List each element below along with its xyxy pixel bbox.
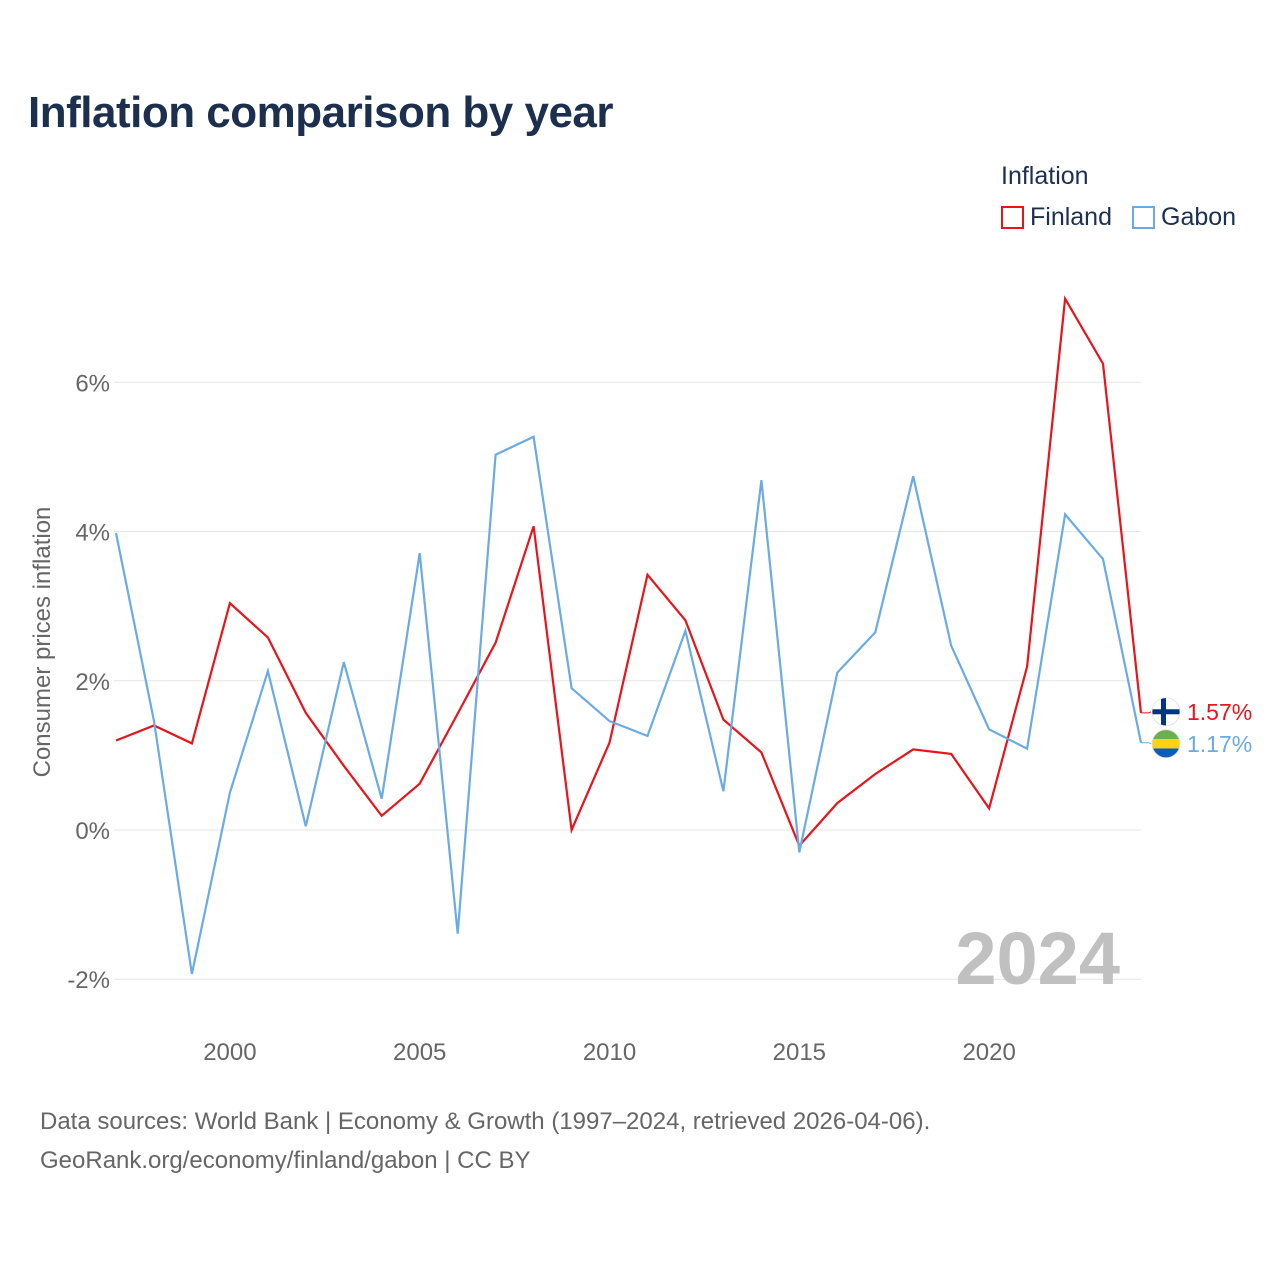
legend-label-finland: Finland <box>1030 203 1112 231</box>
y-tick-label: 2% <box>75 669 110 696</box>
y-tick-label: 6% <box>75 370 110 397</box>
series-line-gabon <box>114 435 1143 975</box>
series-line-finland <box>115 295 1143 848</box>
y-axis: -2% 0% 2% 4% 6% <box>67 370 110 994</box>
end-leader-gabon <box>1141 742 1152 745</box>
x-tick-label: 2000 <box>203 1039 256 1066</box>
x-tick-label: 2020 <box>962 1039 1015 1066</box>
footer-source: Data sources: World Bank | Economy & Gro… <box>40 1108 931 1135</box>
end-value-label-gabon: 1.17% <box>1187 731 1252 757</box>
x-tick-label: 2015 <box>773 1039 826 1066</box>
year-watermark: 2024 <box>955 917 1120 1000</box>
legend-item-gabon[interactable]: Gabon <box>1132 203 1236 232</box>
legend-title: Inflation <box>1001 162 1089 190</box>
y-tick-label: 4% <box>75 520 110 547</box>
legend-swatch-finland <box>1001 206 1024 229</box>
legend-item-finland[interactable]: Finland <box>1001 203 1112 232</box>
end-labels: 1.57% 1.17% <box>1141 697 1252 759</box>
series <box>114 295 1143 975</box>
legend-label-gabon: Gabon <box>1161 203 1237 231</box>
y-tick-label: -2% <box>67 967 110 994</box>
y-tick-label: 0% <box>75 818 110 845</box>
end-leader-finland <box>1141 711 1152 714</box>
y-axis-title: Consumer prices inflation <box>29 507 56 778</box>
x-tick-label: 2010 <box>583 1039 636 1066</box>
flag-finland-icon <box>1151 697 1181 727</box>
chart-title: Inflation comparison by year <box>28 88 614 137</box>
end-value-label-finland: 1.57% <box>1187 699 1252 725</box>
x-tick-label: 2005 <box>393 1039 446 1066</box>
x-axis: 2000 2005 2010 2015 2020 <box>203 1039 1016 1066</box>
legend-swatch-gabon <box>1132 206 1155 229</box>
legend: Inflation Finland Gabon <box>1001 162 1236 232</box>
gridlines <box>114 381 1141 980</box>
flag-gabon-icon <box>1151 729 1181 759</box>
footer-credit: GeoRank.org/economy/finland/gabon | CC B… <box>40 1147 531 1174</box>
